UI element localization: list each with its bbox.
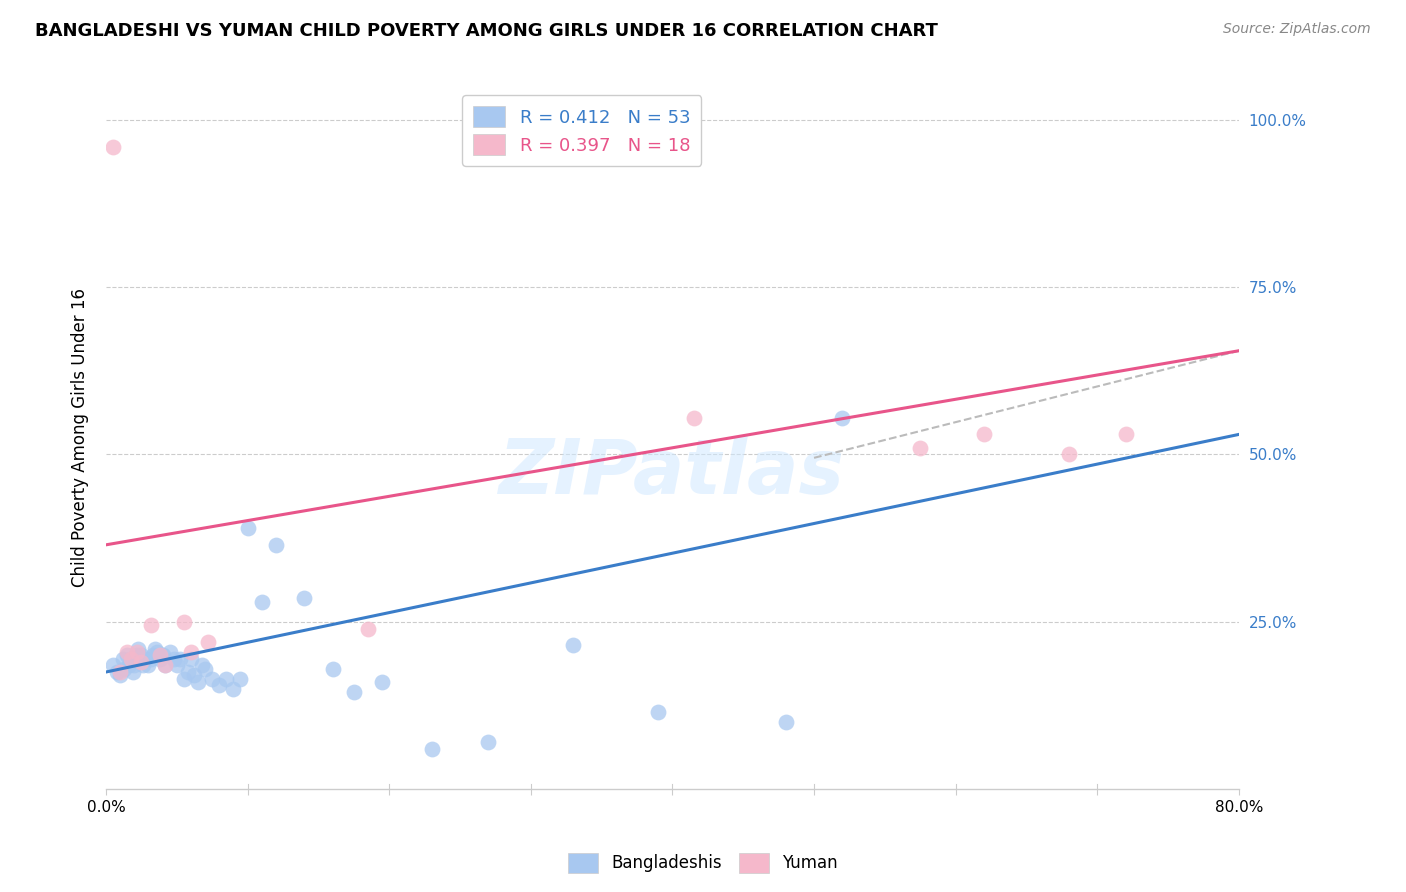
Point [222, 681, 245, 696]
Point [122, 658, 145, 673]
Point [131, 655, 153, 669]
Y-axis label: Child Poverty Among Girls Under 16: Child Poverty Among Girls Under 16 [72, 288, 89, 587]
Point [194, 662, 217, 676]
Point [197, 635, 219, 649]
Point [292, 591, 315, 606]
Point [149, 648, 172, 663]
Legend: R = 0.412   N = 53, R = 0.397   N = 18: R = 0.412 N = 53, R = 0.397 N = 18 [463, 95, 702, 166]
Point [141, 618, 163, 632]
Point [343, 685, 366, 699]
Point [371, 675, 394, 690]
Point [264, 538, 287, 552]
Point [357, 622, 380, 636]
Point [236, 521, 259, 535]
Point [183, 668, 205, 682]
Point [215, 672, 238, 686]
Point [1115, 427, 1137, 442]
Point [149, 651, 172, 665]
Point [173, 615, 195, 629]
Point [159, 645, 181, 659]
Point [682, 410, 704, 425]
Point [169, 651, 191, 665]
Point [138, 658, 160, 673]
Point [250, 595, 273, 609]
Point [142, 648, 165, 663]
Point [145, 641, 167, 656]
Point [208, 678, 231, 692]
Point [321, 662, 343, 676]
Point [173, 672, 195, 686]
Point [101, 658, 124, 673]
Point [115, 645, 138, 659]
Point [117, 658, 139, 673]
Point [146, 645, 169, 659]
Point [910, 441, 932, 455]
Point [647, 705, 669, 719]
Point [973, 427, 995, 442]
Point [101, 139, 124, 153]
Point [180, 651, 202, 665]
Point [122, 651, 145, 665]
Point [112, 662, 135, 676]
Point [108, 668, 131, 682]
Text: BANGLADESHI VS YUMAN CHILD POVERTY AMONG GIRLS UNDER 16 CORRELATION CHART: BANGLADESHI VS YUMAN CHILD POVERTY AMONG… [35, 22, 938, 40]
Text: ZIPatlas: ZIPatlas [499, 436, 845, 510]
Point [125, 645, 148, 659]
Point [108, 665, 131, 679]
Point [132, 658, 155, 673]
Point [163, 651, 186, 665]
Point [120, 651, 142, 665]
Point [177, 665, 200, 679]
Point [187, 675, 209, 690]
Point [229, 672, 252, 686]
Point [120, 651, 142, 665]
Point [201, 672, 224, 686]
Point [115, 648, 138, 663]
Point [152, 648, 174, 663]
Point [135, 651, 157, 665]
Point [131, 648, 153, 663]
Point [141, 651, 163, 665]
Point [420, 742, 443, 756]
Text: Source: ZipAtlas.com: Source: ZipAtlas.com [1223, 22, 1371, 37]
Point [121, 665, 143, 679]
Point [111, 651, 134, 665]
Point [477, 735, 499, 749]
Point [105, 665, 128, 679]
Point [775, 715, 797, 730]
Point [191, 658, 214, 673]
Point [166, 658, 188, 673]
Point [125, 648, 148, 663]
Point [180, 645, 202, 659]
Point [155, 658, 177, 673]
Point [831, 410, 853, 425]
Point [562, 638, 585, 652]
Point [155, 658, 177, 673]
Point [127, 641, 149, 656]
Point [1057, 448, 1080, 462]
Legend: Bangladeshis, Yuman: Bangladeshis, Yuman [561, 847, 845, 880]
